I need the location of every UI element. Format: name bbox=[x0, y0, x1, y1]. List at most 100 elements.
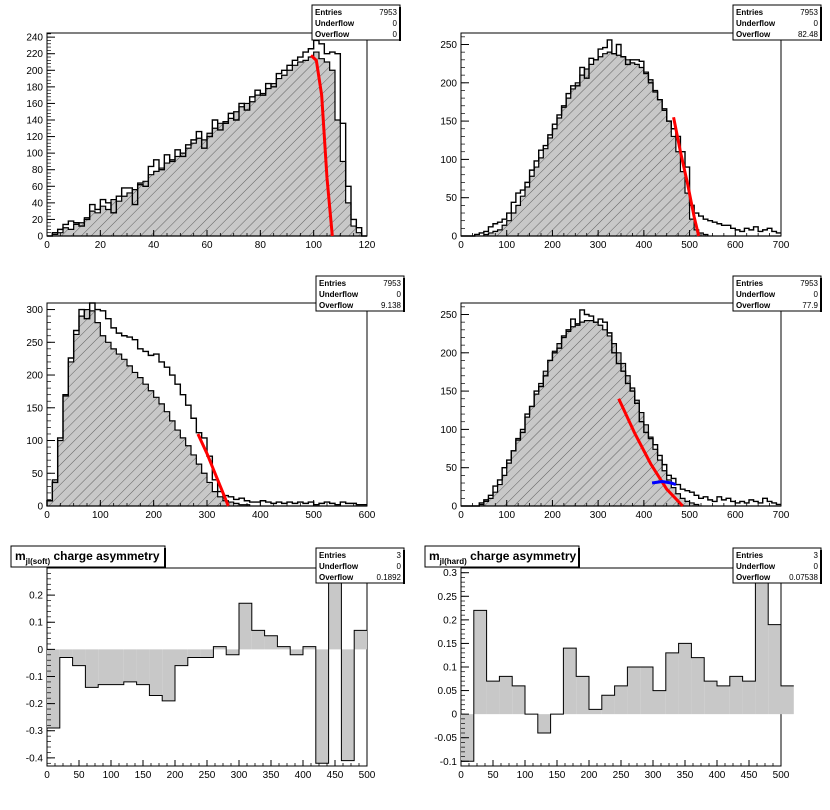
x-tick-label: 120 bbox=[359, 240, 376, 251]
bar bbox=[653, 690, 666, 715]
stats-value: 9.138 bbox=[381, 301, 402, 310]
x-tick-label: 350 bbox=[263, 770, 280, 781]
outline-histogram bbox=[46, 302, 367, 506]
y-tick-label: 250 bbox=[440, 40, 457, 51]
x-tick-label: 100 bbox=[498, 510, 515, 521]
x-tick-label: 400 bbox=[709, 770, 726, 781]
stats-label: Underflow bbox=[315, 19, 355, 28]
stats-label: Entries bbox=[736, 8, 764, 17]
bar bbox=[315, 649, 329, 764]
stats-label: Entries bbox=[319, 279, 347, 288]
plot-area bbox=[461, 581, 794, 762]
y-tick-label: 0.1 bbox=[443, 663, 457, 674]
bar bbox=[755, 582, 769, 715]
stats-box: Entries 7953 Underflow 0 Overflow 77.9 bbox=[732, 275, 822, 312]
stats-box: Entries 7953 Underflow 0 Overflow 9.138 bbox=[315, 275, 405, 312]
bar bbox=[589, 709, 602, 715]
y-tick-label: 0 bbox=[451, 502, 457, 513]
stats-value: 0 bbox=[393, 19, 398, 28]
bar bbox=[162, 649, 175, 701]
x-tick-label: 100 bbox=[305, 240, 322, 251]
y-tick-label: -0.1 bbox=[26, 672, 44, 683]
x-tick-label: 50 bbox=[487, 770, 499, 781]
y-tick-label: 80 bbox=[32, 165, 44, 176]
x-tick-label: 150 bbox=[135, 770, 152, 781]
plot-area bbox=[461, 39, 781, 237]
y-tick-label: 240 bbox=[26, 33, 43, 44]
y-tick-label: 120 bbox=[26, 132, 43, 143]
x-tick-label: 600 bbox=[359, 510, 376, 521]
y-tick-label: 150 bbox=[26, 403, 43, 414]
fit-curve-red bbox=[617, 398, 684, 508]
plot-area bbox=[47, 39, 367, 237]
y-tick-label: -0.1 bbox=[440, 757, 458, 768]
y-tick-label: 100 bbox=[26, 436, 43, 447]
chart-p2: 0 100 200 300 400 500 600 700 0 50 100 150 200 250 Ent… bbox=[440, 4, 822, 251]
stats-box-frame bbox=[732, 4, 822, 41]
x-tick-label: 0 bbox=[44, 240, 50, 251]
stats-value: 77.9 bbox=[802, 301, 818, 310]
stats-label: Underflow bbox=[736, 19, 776, 28]
x-tick-label: 20 bbox=[95, 240, 107, 251]
bar bbox=[691, 657, 705, 715]
y-tick-label: 0 bbox=[451, 232, 457, 243]
y-tick-label: 40 bbox=[32, 198, 44, 209]
y-tick-label: 150 bbox=[440, 117, 457, 128]
bar bbox=[729, 676, 743, 715]
x-tick-label: 60 bbox=[201, 240, 213, 251]
stats-value: 0 bbox=[814, 562, 819, 571]
y-tick-label: 150 bbox=[440, 387, 457, 398]
x-tick-label: 600 bbox=[727, 240, 744, 251]
stats-value: 7953 bbox=[800, 8, 818, 17]
bar bbox=[354, 630, 367, 650]
title-box: mjl(hard) charge asymmetry bbox=[424, 545, 580, 568]
x-tick-label: 200 bbox=[544, 510, 561, 521]
stats-label: Underflow bbox=[319, 562, 359, 571]
bar bbox=[742, 681, 756, 715]
chart-p3: 0 100 200 300 400 500 600 0 50 100 150 200 250 300 Ent… bbox=[26, 275, 405, 521]
bar bbox=[213, 646, 227, 650]
stats-value: 0 bbox=[397, 290, 402, 299]
bar bbox=[277, 646, 291, 650]
y-tick-label: 0 bbox=[451, 710, 457, 721]
y-tick-label: 0 bbox=[37, 502, 43, 513]
y-tick-label: 200 bbox=[440, 78, 457, 89]
bar bbox=[537, 714, 551, 733]
stats-label: Overflow bbox=[319, 573, 354, 582]
plot-area bbox=[46, 302, 367, 507]
y-tick-label: 50 bbox=[446, 463, 458, 474]
stats-value: 3 bbox=[814, 551, 819, 560]
y-tick-label: 200 bbox=[26, 371, 43, 382]
plot-area bbox=[461, 309, 781, 508]
stats-value: 0.07538 bbox=[789, 573, 818, 582]
stats-label: Entries bbox=[315, 8, 343, 17]
x-tick-label: 400 bbox=[636, 240, 653, 251]
x-tick-label: 0 bbox=[458, 510, 464, 521]
y-tick-label: -0.3 bbox=[26, 726, 44, 737]
stats-label: Entries bbox=[319, 551, 347, 560]
stats-label: Underflow bbox=[736, 562, 776, 571]
x-tick-label: 500 bbox=[681, 510, 698, 521]
bar bbox=[264, 635, 278, 650]
x-tick-label: 700 bbox=[773, 240, 790, 251]
bar bbox=[614, 685, 628, 715]
x-tick-label: 500 bbox=[359, 770, 376, 781]
y-tick-label: 0 bbox=[37, 232, 43, 243]
bar bbox=[473, 610, 487, 715]
y-tick-label: 50 bbox=[32, 469, 44, 480]
fit-curve-red bbox=[309, 54, 334, 237]
x-tick-label: 100 bbox=[498, 240, 515, 251]
plot-area bbox=[47, 575, 367, 764]
stats-label: Overflow bbox=[315, 30, 350, 39]
y-tick-label: 160 bbox=[26, 99, 43, 110]
y-tick-label: 180 bbox=[26, 82, 43, 93]
y-tick-label: 0.15 bbox=[438, 639, 458, 650]
bar bbox=[601, 695, 615, 715]
x-tick-label: 100 bbox=[517, 770, 534, 781]
stats-value: 0 bbox=[397, 562, 402, 571]
stats-value: 0 bbox=[393, 30, 398, 39]
bar bbox=[328, 576, 342, 650]
bar-outline bbox=[461, 581, 794, 762]
bar bbox=[678, 643, 692, 715]
x-tick-label: 500 bbox=[681, 240, 698, 251]
